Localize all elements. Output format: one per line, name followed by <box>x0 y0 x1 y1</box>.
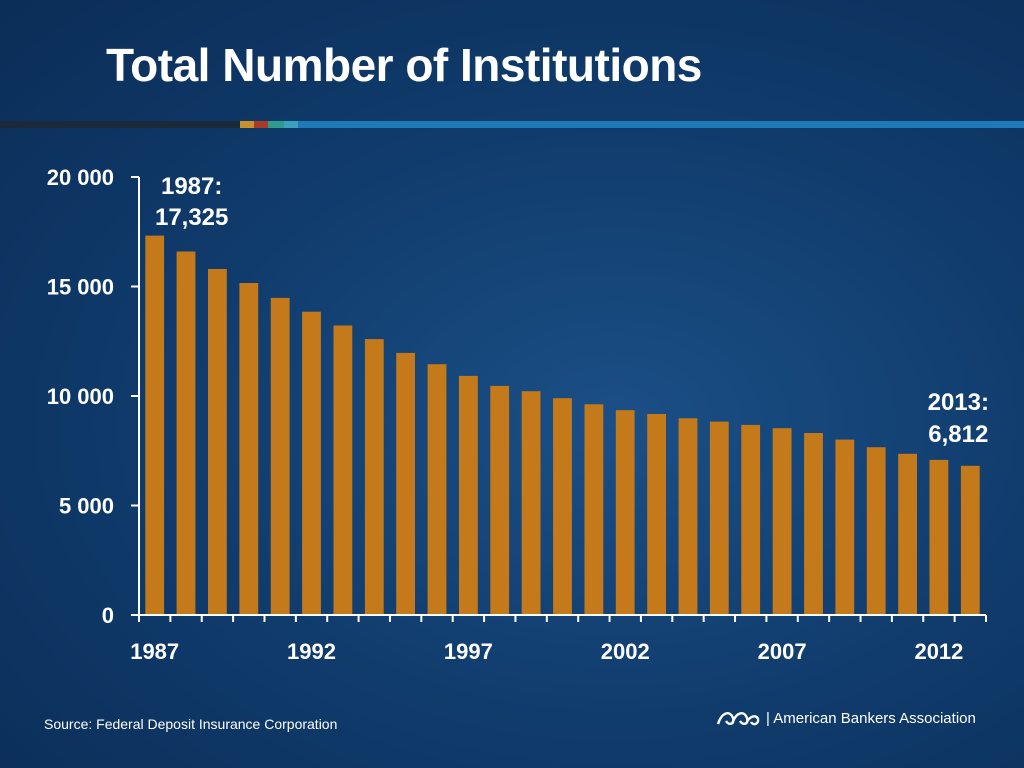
bar-1999 <box>521 391 541 615</box>
bar-2012 <box>929 459 949 615</box>
source-note: Source: Federal Deposit Insurance Corpor… <box>44 716 338 732</box>
rule-swatch <box>254 121 268 128</box>
bar-2010 <box>866 447 886 615</box>
x-tick-label: 2002 <box>601 639 650 664</box>
bar-1997 <box>459 375 478 615</box>
bar-2008 <box>804 433 823 615</box>
bar-2001 <box>584 404 604 615</box>
y-tick-label: 0 <box>102 603 114 628</box>
bar-1988 <box>176 251 196 615</box>
annotation-year: 2013: <box>928 389 989 416</box>
bar-1994 <box>364 339 384 615</box>
y-tick-label: 20 000 <box>47 165 114 190</box>
x-tick-label: 2012 <box>914 639 963 664</box>
x-tick-label: 1992 <box>287 639 336 664</box>
bar-2006 <box>741 424 761 615</box>
bar-1995 <box>396 352 415 615</box>
org-name: | American Bankers Association <box>766 709 976 727</box>
y-tick-label: 5 000 <box>59 494 114 519</box>
bar-chart: 0 5 000 10 000 15 000 20 000 1987 1992 1997 2002… <box>47 165 989 664</box>
bar-2013 <box>960 465 980 615</box>
rule-swatch <box>284 121 298 128</box>
y-tick-label: 10 000 <box>47 384 114 409</box>
aba-logo-icon <box>716 712 760 726</box>
y-tick-label: 15 000 <box>47 275 114 300</box>
bar-1998 <box>490 385 510 615</box>
annotation-value: 17,325 <box>155 204 228 231</box>
rule-blue-segment <box>298 121 1024 128</box>
annotation-year: 1987: <box>161 173 222 200</box>
bar-1990 <box>239 283 259 615</box>
x-tick-label: 1997 <box>444 639 493 664</box>
bar-2003 <box>647 414 666 615</box>
rule-dark-segment <box>0 121 240 128</box>
bar-1993 <box>333 325 353 615</box>
bar-1991 <box>270 297 290 615</box>
bar-2007 <box>772 428 792 615</box>
bar-1996 <box>427 364 447 615</box>
rule-swatch <box>268 121 284 128</box>
bar-2005 <box>709 421 729 615</box>
bar-2011 <box>898 453 917 615</box>
annotation-value: 6,812 <box>928 421 988 448</box>
bar-1989 <box>208 269 227 615</box>
bar-1992 <box>302 311 321 615</box>
bar-2000 <box>553 398 572 615</box>
title-rule <box>0 121 1024 128</box>
x-tick-label: 1987 <box>130 639 179 664</box>
x-tick-label: 2007 <box>758 639 807 664</box>
bar-1987 <box>145 235 165 615</box>
org-logo: | American Bankers Association <box>716 707 976 729</box>
bar-2009 <box>835 439 855 615</box>
rule-swatch <box>240 121 254 128</box>
bar-2004 <box>678 418 698 615</box>
slide-title: Total Number of Institutions <box>106 39 702 91</box>
bar-2002 <box>615 410 635 615</box>
